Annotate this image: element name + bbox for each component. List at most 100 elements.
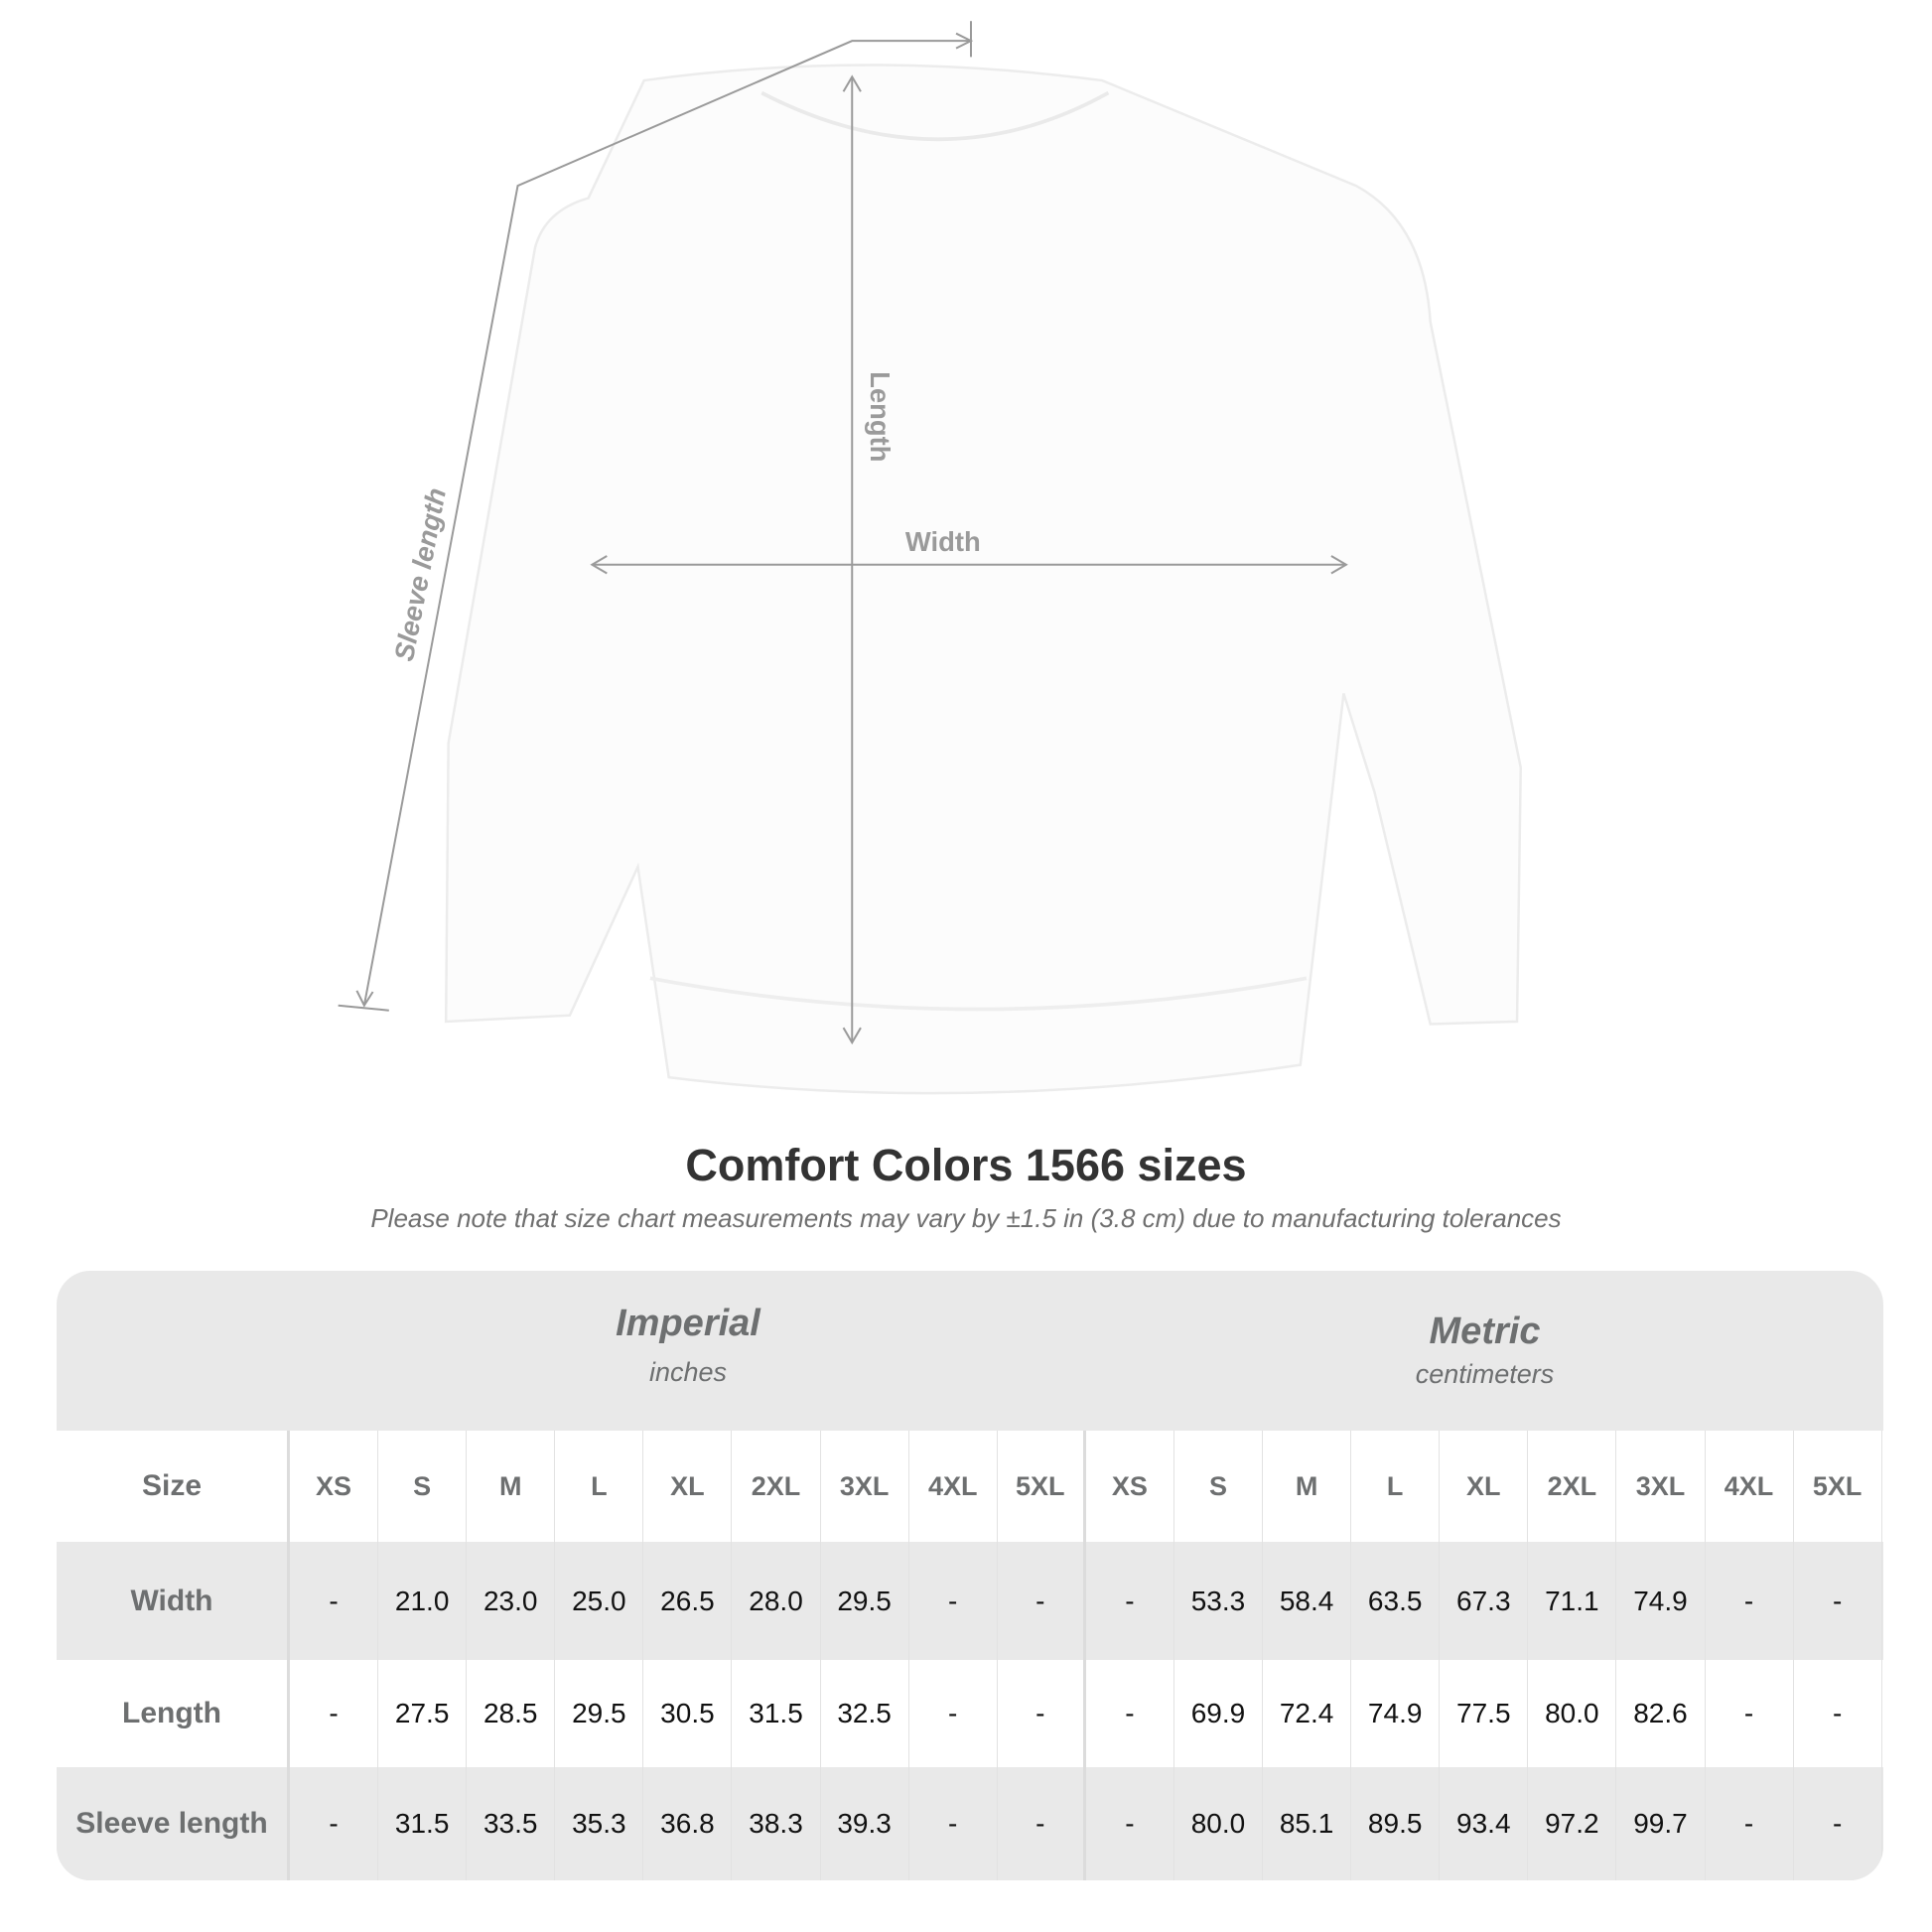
size-header-imperial: M <box>467 1431 556 1542</box>
size-header-imperial: XL <box>643 1431 733 1542</box>
width-arrow-right <box>1330 555 1348 575</box>
imperial-unit: inches <box>648 1357 728 1387</box>
cell-imperial: - <box>909 1542 998 1660</box>
cell-imperial: 33.5 <box>467 1767 556 1880</box>
cell-metric: 82.6 <box>1616 1660 1706 1767</box>
metric-label: Metric <box>1429 1311 1541 1352</box>
chart-title: Comfort Colors 1566 sizes <box>685 1140 1247 1190</box>
size-row: Size XS S M L XL 2XL 3XL 4XL 5XL XS S M L XL 2XL 3XL 4XL… <box>57 1431 1883 1542</box>
sleeve-arrow-top <box>955 32 974 50</box>
size-header-metric: S <box>1174 1431 1264 1542</box>
length-arrow-bottom <box>842 1027 862 1045</box>
size-header-imperial: L <box>555 1431 644 1542</box>
size-header-metric: 2XL <box>1528 1431 1617 1542</box>
cell-metric: 72.4 <box>1263 1660 1352 1767</box>
cell-imperial: 29.5 <box>821 1542 909 1660</box>
cell-imperial: - <box>290 1542 379 1660</box>
cell-imperial: - <box>290 1660 379 1767</box>
length-arrow-top <box>842 74 862 92</box>
cell-metric: 58.4 <box>1263 1542 1352 1660</box>
size-header-imperial: XS <box>290 1431 379 1542</box>
size-label: Size <box>57 1431 290 1542</box>
cell-metric: 80.0 <box>1528 1660 1617 1767</box>
sweatshirt-illustration <box>444 64 1523 1095</box>
size-header-metric: 5XL <box>1794 1431 1882 1542</box>
size-header-metric: XL <box>1440 1431 1529 1542</box>
cell-metric: 85.1 <box>1263 1767 1352 1880</box>
size-header-metric: XS <box>1086 1431 1174 1542</box>
cell-metric: 89.5 <box>1351 1767 1441 1880</box>
row-label: Sleeve length <box>57 1767 290 1880</box>
cell-metric: 63.5 <box>1351 1542 1441 1660</box>
cell-metric: 67.3 <box>1440 1542 1529 1660</box>
cell-metric: - <box>1706 1542 1794 1660</box>
row-label: Width <box>57 1542 290 1660</box>
width-arrow-left <box>590 555 608 575</box>
cell-metric: 69.9 <box>1174 1660 1264 1767</box>
cell-imperial: 25.0 <box>555 1542 644 1660</box>
sweatshirt-diagram: Length Width Sleeve length <box>338 21 1523 1095</box>
cell-imperial: 31.5 <box>732 1660 821 1767</box>
size-header-imperial: 5XL <box>998 1431 1086 1542</box>
cell-imperial: 31.5 <box>378 1767 468 1880</box>
table-row-width: Width -21.0 23.0 25.0 26.5 28.0 29.5- - -53.3 58.… <box>57 1542 1883 1660</box>
sleeve-length-label: Sleeve length <box>388 485 452 663</box>
cell-metric: - <box>1794 1542 1882 1660</box>
cell-imperial: 26.5 <box>643 1542 733 1660</box>
length-label: Length <box>865 371 896 462</box>
cell-imperial: 28.0 <box>732 1542 821 1660</box>
cell-imperial: 32.5 <box>821 1660 909 1767</box>
size-table: Imperial inches Metric centimeters Size … <box>57 1271 1883 1880</box>
cell-imperial: 21.0 <box>378 1542 468 1660</box>
imperial-header: Imperial inches <box>290 1271 1086 1431</box>
cell-imperial: 27.5 <box>378 1660 468 1767</box>
cell-imperial: - <box>998 1660 1086 1767</box>
cell-imperial: - <box>909 1767 998 1880</box>
cell-imperial: - <box>909 1660 998 1767</box>
size-header-imperial: S <box>378 1431 468 1542</box>
size-header-imperial: 4XL <box>909 1431 998 1542</box>
tolerance-note: Please note that size chart measurements… <box>370 1203 1562 1233</box>
cell-imperial: 36.8 <box>643 1767 733 1880</box>
cell-metric: - <box>1086 1542 1174 1660</box>
collar <box>760 90 1110 142</box>
sleeve-tick-bottom <box>338 1004 389 1012</box>
cell-metric: 53.3 <box>1174 1542 1264 1660</box>
cell-metric: - <box>1794 1660 1882 1767</box>
cell-metric: - <box>1086 1767 1174 1880</box>
cell-metric: 99.7 <box>1616 1767 1706 1880</box>
cell-imperial: - <box>290 1767 379 1880</box>
cell-imperial: 23.0 <box>467 1542 556 1660</box>
cell-metric: 93.4 <box>1440 1767 1529 1880</box>
width-label: Width <box>905 526 981 557</box>
cell-metric: 74.9 <box>1616 1542 1706 1660</box>
cell-metric: 77.5 <box>1440 1660 1529 1767</box>
cell-imperial: - <box>998 1767 1086 1880</box>
cell-metric: 74.9 <box>1351 1660 1441 1767</box>
cell-metric: 80.0 <box>1174 1767 1264 1880</box>
sleeve-arrow-bottom <box>355 990 374 1008</box>
table-row-sleeve-length: Sleeve length -31.5 33.5 35.3 36.8 38.3 39.3- -… <box>57 1767 1883 1880</box>
cell-imperial: - <box>998 1542 1086 1660</box>
cell-metric: - <box>1706 1660 1794 1767</box>
metric-header: Metric centimeters <box>1086 1271 1883 1431</box>
size-header-metric: M <box>1263 1431 1352 1542</box>
cell-metric: 71.1 <box>1528 1542 1617 1660</box>
cell-metric: - <box>1706 1767 1794 1880</box>
cell-metric: 97.2 <box>1528 1767 1617 1880</box>
cell-imperial: 30.5 <box>643 1660 733 1767</box>
cell-imperial: 28.5 <box>467 1660 556 1767</box>
row-label: Length <box>57 1660 290 1767</box>
metric-unit: centimeters <box>1415 1359 1555 1389</box>
size-header-metric: 3XL <box>1616 1431 1706 1542</box>
cell-imperial: 38.3 <box>732 1767 821 1880</box>
cell-metric: - <box>1794 1767 1882 1880</box>
cell-imperial: 29.5 <box>555 1660 644 1767</box>
size-header-metric: 4XL <box>1706 1431 1794 1542</box>
size-header-metric: L <box>1351 1431 1441 1542</box>
cell-imperial: 35.3 <box>555 1767 644 1880</box>
imperial-label: Imperial <box>616 1303 760 1344</box>
size-header-imperial: 3XL <box>821 1431 909 1542</box>
sleeve-guide <box>362 40 971 1006</box>
